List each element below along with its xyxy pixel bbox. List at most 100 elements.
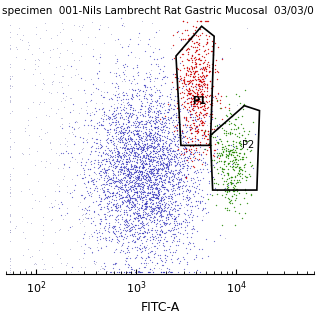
Point (116, 224, 121, 229)
Point (124, 167, 129, 172)
Point (122, 130, 127, 135)
Point (169, 270, 174, 275)
Point (99, 217, 104, 222)
Point (195, 19, 200, 24)
Point (103, 117, 108, 122)
Point (202, 93, 207, 99)
Point (172, 239, 177, 244)
Point (126, 193, 132, 198)
Point (177, 74, 182, 79)
Point (158, 122, 164, 127)
Point (173, 188, 178, 193)
Point (115, 228, 120, 233)
Point (243, 136, 248, 141)
Point (168, 138, 173, 143)
Point (141, 124, 146, 129)
Point (166, 162, 172, 167)
Point (209, 44, 214, 49)
Point (170, 149, 175, 154)
Point (140, 146, 145, 151)
Point (124, 204, 129, 209)
Point (140, 173, 145, 178)
Point (232, 154, 237, 159)
Point (118, 124, 124, 129)
Point (183, 189, 188, 194)
Point (162, 151, 167, 156)
Point (180, 30, 185, 36)
Point (153, 151, 158, 156)
Point (126, 172, 131, 178)
Point (87, 246, 92, 251)
Point (100, 162, 105, 167)
Point (100, 235, 106, 240)
Point (110, 175, 116, 180)
Point (112, 161, 117, 166)
Point (142, 160, 147, 165)
Point (63, 263, 68, 268)
Point (132, 171, 137, 176)
Point (104, 157, 109, 162)
Point (122, 182, 127, 187)
Point (199, 91, 204, 96)
Point (125, 197, 131, 203)
Point (65, 183, 70, 188)
Point (136, 127, 141, 132)
Point (133, 162, 138, 167)
Point (124, 208, 129, 213)
Point (68, 36, 73, 41)
Point (224, 147, 229, 152)
Point (119, 186, 124, 191)
Point (230, 131, 235, 136)
Point (205, 128, 211, 133)
Point (161, 121, 166, 126)
Point (141, 265, 146, 270)
Point (246, 172, 251, 177)
Point (179, 172, 184, 178)
Point (113, 165, 118, 171)
Point (172, 152, 177, 157)
Point (198, 19, 203, 24)
Point (129, 270, 134, 275)
Point (152, 249, 157, 254)
Point (203, 32, 208, 37)
Point (161, 153, 166, 158)
Point (177, 169, 182, 174)
Point (187, 204, 192, 209)
Point (162, 143, 167, 148)
Point (144, 180, 149, 185)
Point (135, 225, 140, 230)
Point (116, 159, 121, 164)
Point (148, 195, 154, 200)
Point (126, 119, 132, 124)
Point (125, 204, 131, 209)
Point (97, 163, 102, 168)
Point (102, 213, 107, 219)
Point (144, 204, 149, 209)
Point (93, 260, 99, 265)
Point (152, 164, 157, 170)
Point (180, 158, 185, 164)
Point (130, 136, 135, 141)
Point (139, 204, 144, 209)
Point (200, 95, 205, 100)
Point (111, 127, 116, 132)
Point (181, 144, 187, 149)
Point (160, 194, 165, 199)
Point (200, 194, 205, 199)
Point (159, 155, 164, 160)
Point (61, 26, 66, 31)
Point (156, 243, 161, 248)
Point (7, 61, 12, 66)
Point (101, 190, 106, 195)
Point (130, 158, 135, 164)
Point (92, 158, 97, 163)
Point (115, 154, 120, 159)
Point (173, 176, 179, 181)
Point (52, 198, 57, 203)
Point (237, 141, 242, 146)
Point (154, 103, 159, 108)
Point (122, 110, 127, 116)
Point (136, 152, 141, 157)
Point (139, 161, 144, 166)
Point (200, 72, 205, 77)
